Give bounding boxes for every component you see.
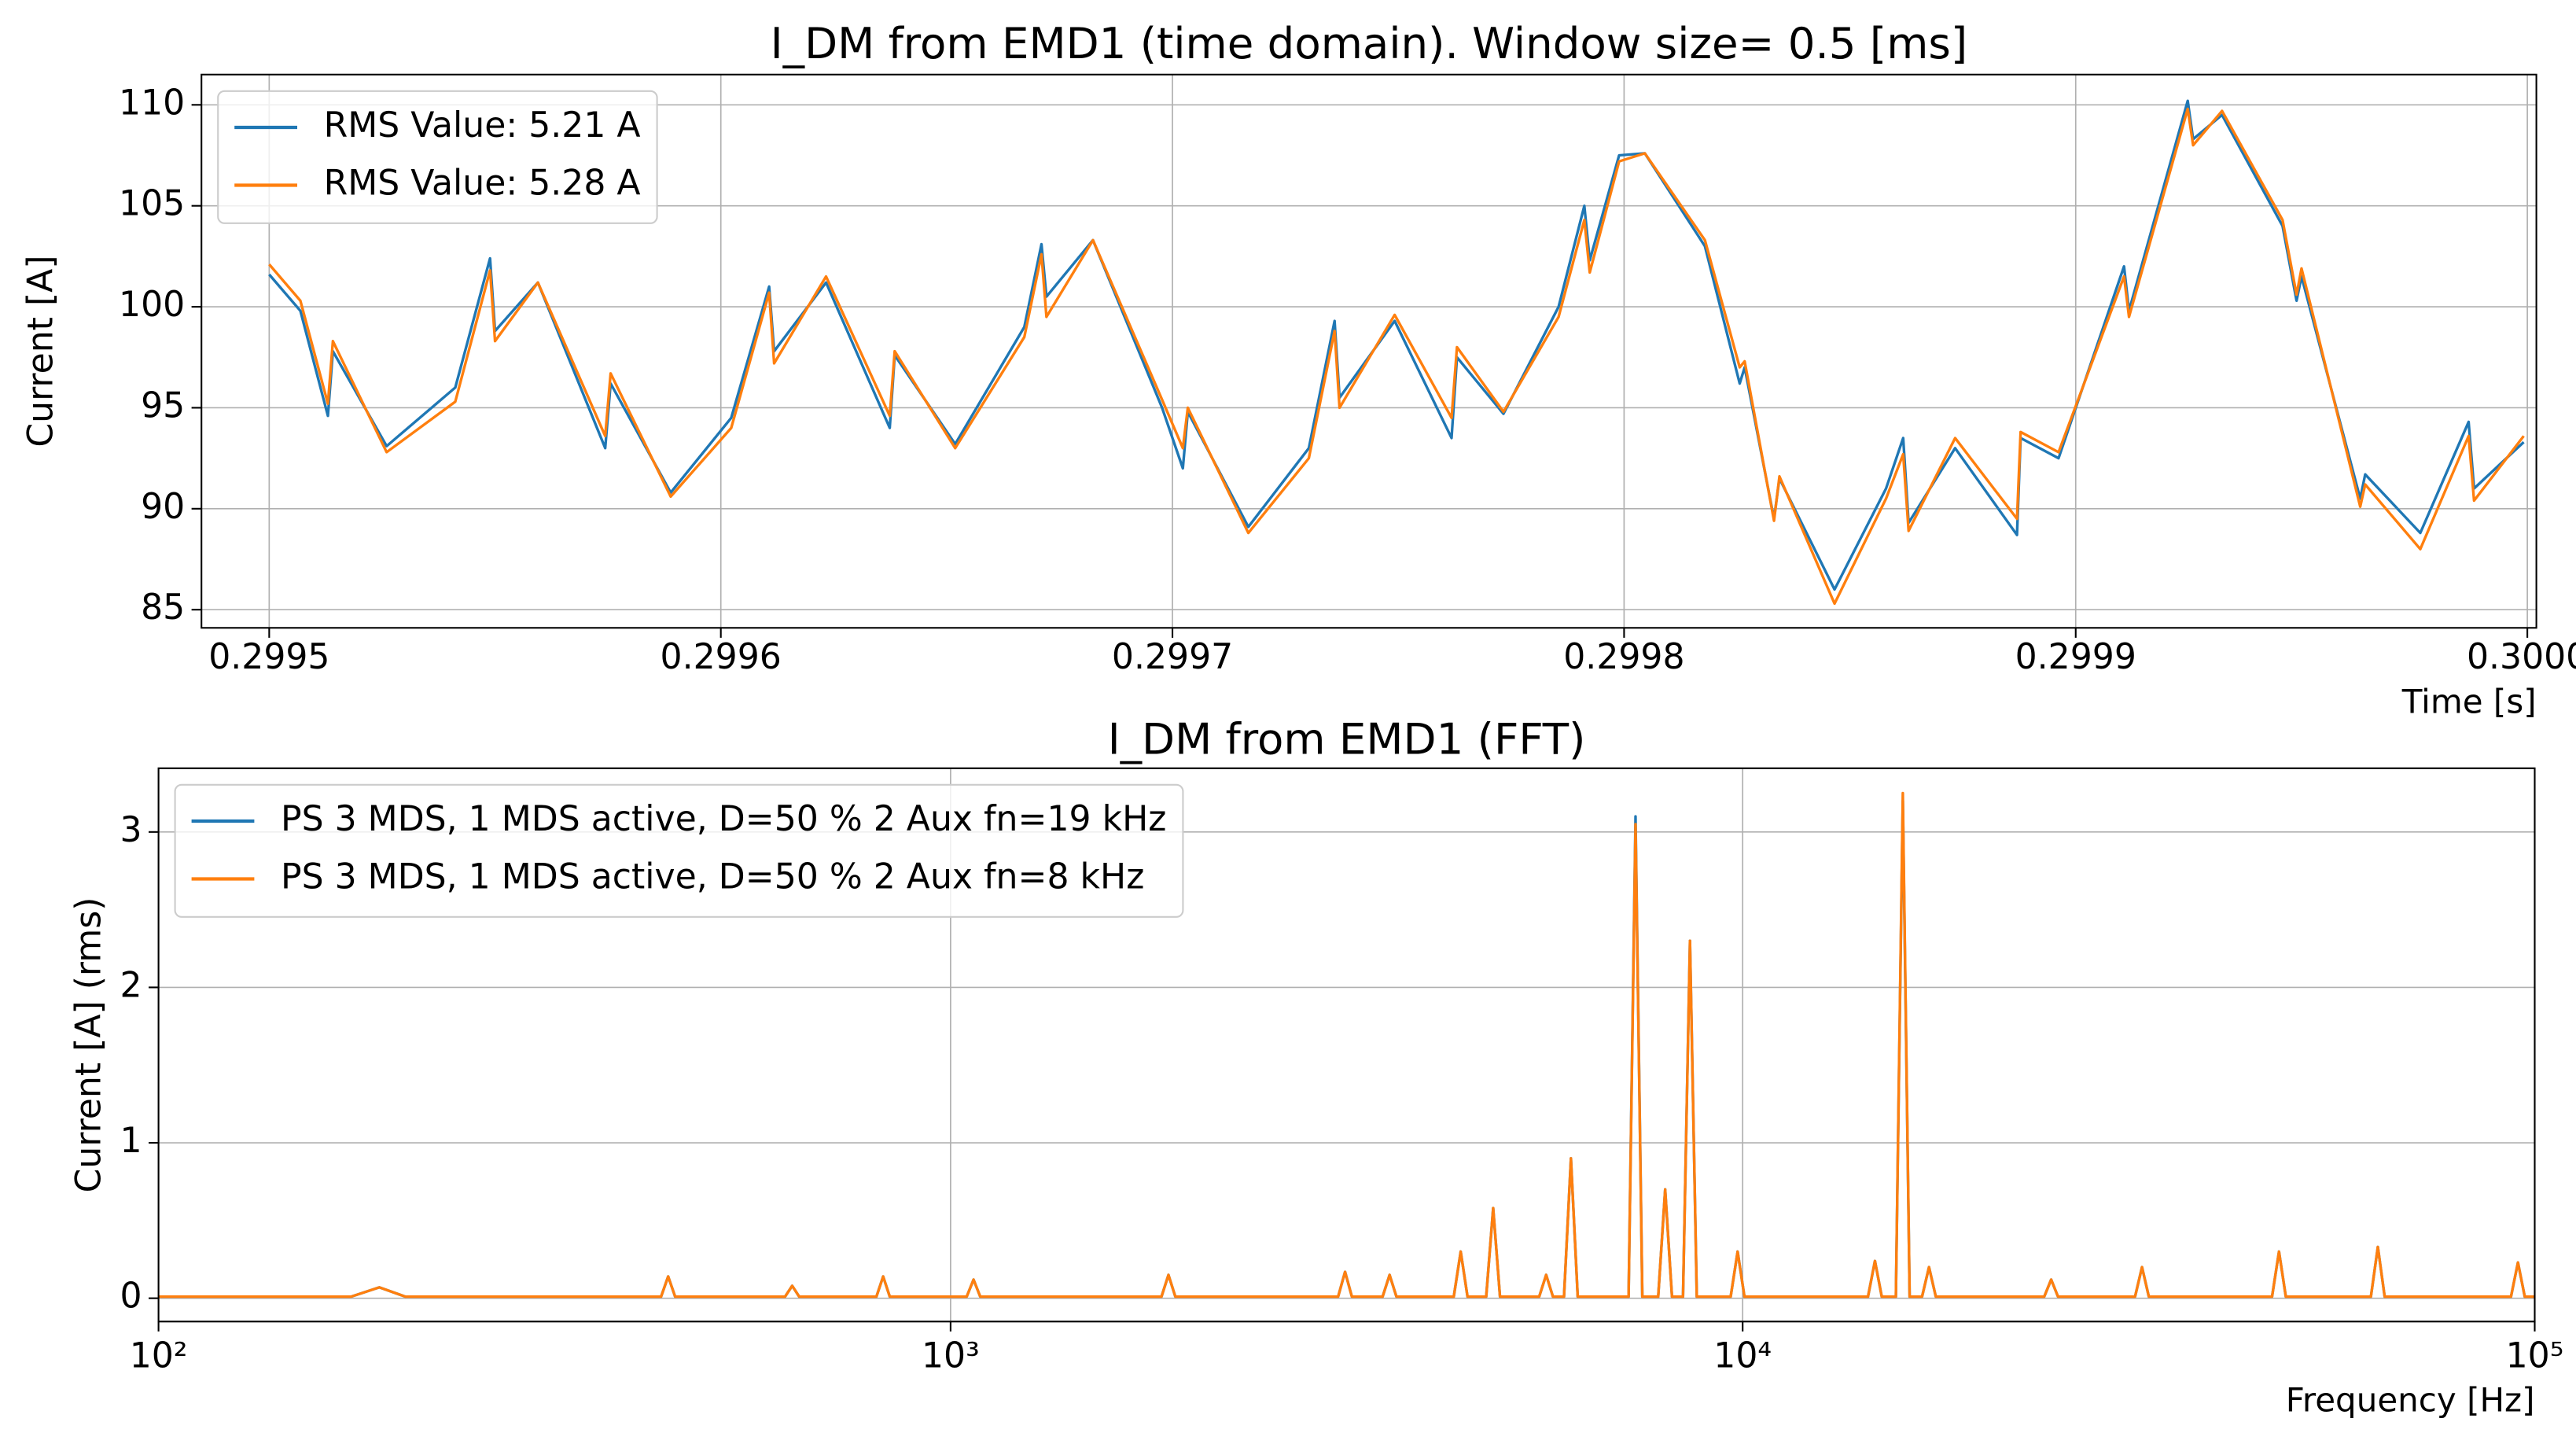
legend-label: RMS Value: 5.28 A: [324, 164, 641, 204]
chart-title: I_DM from EMD1 (FFT): [1108, 713, 1586, 764]
chart-title: I_DM from EMD1 (time domain). Window siz…: [771, 18, 1967, 68]
x-axis-label: Frequency [Hz]: [2286, 1381, 2535, 1420]
legend-label: PS 3 MDS, 1 MDS active, D=50 % 2 Aux fn=…: [281, 799, 1166, 839]
plot-frame: [201, 73, 2537, 629]
legend-box: [174, 783, 1184, 918]
x-tick-label: 0.2997: [1112, 637, 1233, 677]
x-tick-label: 0.2999: [2015, 637, 2136, 677]
x-axis-label: Time [s]: [2401, 682, 2537, 720]
x-tick-label: 10²: [130, 1336, 188, 1376]
y-tick-label: 1: [120, 1121, 142, 1161]
x-tick-label: 0.2998: [1563, 637, 1684, 677]
y-tick-label: 95: [141, 385, 185, 425]
y-tick-label: 110: [119, 83, 185, 123]
x-tick-label: 10³: [922, 1336, 980, 1376]
y-tick-label: 3: [120, 810, 142, 850]
legend-label: RMS Value: 5.21 A: [324, 105, 641, 146]
y-tick-label: 90: [141, 487, 185, 527]
legend-box: [217, 90, 658, 224]
plot-frame: [157, 767, 2536, 1323]
x-tick-label: 10⁴: [1713, 1336, 1772, 1376]
y-axis-label: Current [A] (rms): [69, 897, 109, 1193]
y-tick-label: 85: [141, 588, 185, 628]
x-tick-label: 10⁵: [2506, 1336, 2564, 1376]
data-line: [158, 791, 2535, 1298]
y-tick-label: 0: [120, 1276, 142, 1317]
y-tick-label: 100: [119, 285, 185, 325]
data-line: [268, 107, 2525, 606]
y-tick-label: 2: [120, 965, 142, 1005]
legend: RMS Value: 5.21 A RMS Value: 5.28 A: [217, 90, 658, 224]
x-tick-label: 0.2995: [208, 637, 329, 677]
x-tick-label: 0.3000: [2467, 637, 2576, 677]
y-axis-label: Current [A]: [21, 255, 61, 447]
legend-label: PS 3 MDS, 1 MDS active, D=50 % 2 Aux fn=…: [281, 857, 1144, 897]
y-tick-label: 105: [119, 184, 185, 224]
x-tick-label: 0.2996: [661, 637, 782, 677]
legend: PS 3 MDS, 1 MDS active, D=50 % 2 Aux fn=…: [174, 783, 1184, 918]
